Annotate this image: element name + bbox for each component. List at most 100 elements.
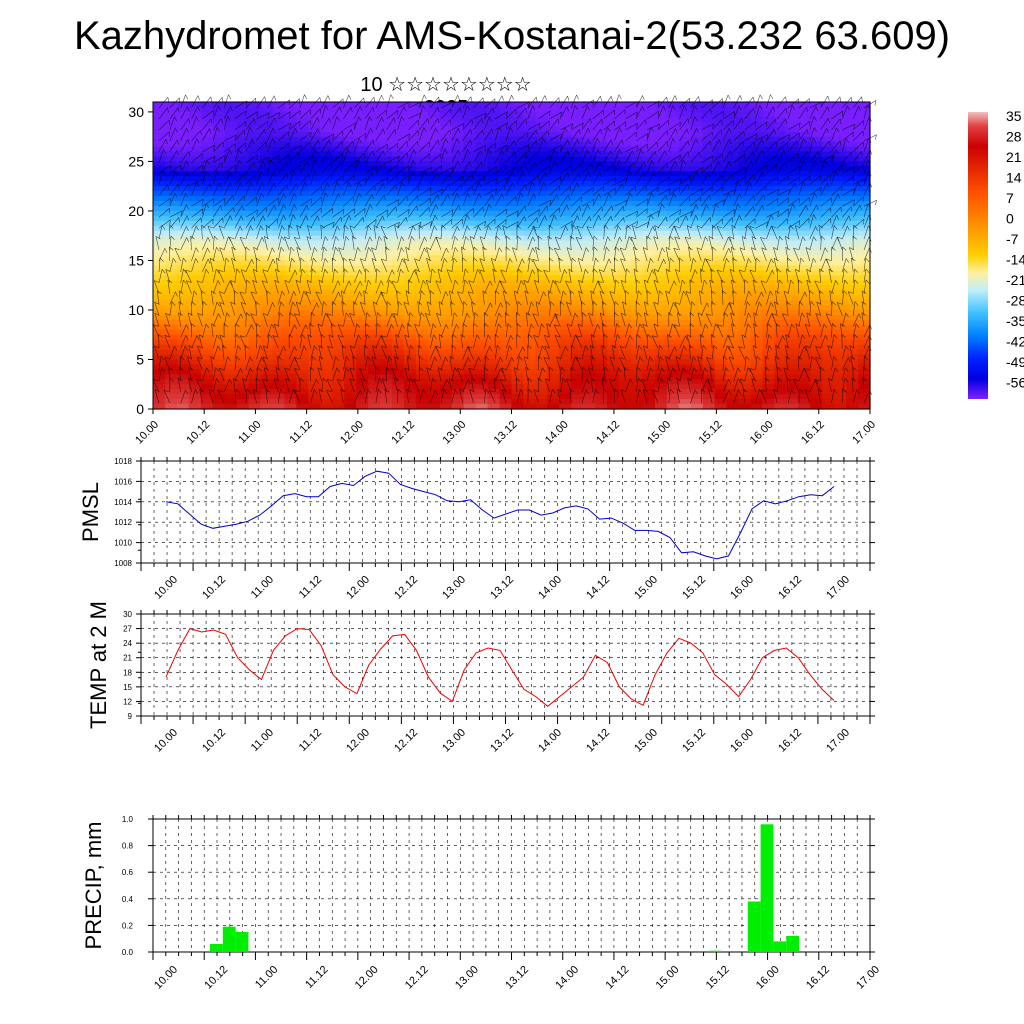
heatmap-cell — [308, 300, 321, 306]
wind-barb — [234, 142, 246, 152]
heatmap-cell — [332, 349, 345, 356]
heatmap-cell — [631, 176, 644, 182]
heatmap-cell — [224, 285, 238, 291]
heatmap-cell — [834, 240, 847, 247]
heatmap-cell — [176, 146, 190, 153]
heatmap-cell — [690, 196, 704, 202]
heatmap-cell — [834, 255, 847, 262]
heatmap-cell — [583, 399, 596, 405]
heatmap-cell — [356, 364, 369, 370]
heatmap-cell — [284, 394, 297, 400]
heatmap-cell — [559, 374, 572, 380]
wind-barb — [549, 160, 556, 174]
wind-barb-flag — [820, 187, 822, 193]
heatmap-cell — [320, 309, 333, 316]
heatmap-cell — [511, 111, 525, 118]
heatmap-cell — [320, 354, 333, 361]
heatmap-cell — [786, 201, 799, 207]
heatmap-cell — [535, 230, 548, 237]
wind-barb-flag — [759, 94, 763, 100]
wind-barb — [516, 162, 526, 174]
wind-barb-flag — [371, 194, 374, 200]
heatmap-cell — [499, 111, 513, 118]
heatmap-cell — [786, 171, 799, 177]
heatmap-cell — [415, 156, 429, 163]
heatmap-cell — [858, 205, 871, 212]
heatmap-cell — [846, 339, 859, 346]
heatmap-cell — [356, 369, 369, 375]
wind-barb-flag — [484, 113, 487, 118]
heatmap-cell — [858, 220, 871, 227]
heatmap-cell — [308, 260, 321, 266]
heatmap-cell — [738, 191, 752, 197]
heatmap-cell — [762, 121, 775, 128]
heatmap-cell — [595, 270, 608, 276]
heatmap-cell — [439, 324, 453, 331]
wind-barb — [462, 105, 468, 119]
heatmap-cell — [631, 334, 644, 341]
heatmap-cell — [810, 394, 823, 400]
heatmap-cell — [320, 349, 333, 356]
heatmap-cell — [654, 374, 668, 380]
heatmap-cell — [308, 295, 321, 301]
wind-barb — [625, 162, 635, 174]
heatmap-cell — [451, 230, 465, 237]
wind-barb-flag — [549, 199, 552, 205]
wind-barb — [386, 129, 396, 141]
heatmap-cell — [619, 171, 632, 177]
heatmap-cell — [678, 196, 692, 202]
heatmap-cell — [798, 245, 811, 252]
heatmap-cell — [774, 369, 787, 375]
heatmap-cell — [236, 116, 250, 123]
heatmap-cell — [164, 384, 178, 390]
heatmap-cell — [631, 305, 644, 311]
heatmap-cell — [822, 324, 835, 331]
wind-barb-flag — [718, 161, 721, 166]
heatmap-cell — [284, 121, 297, 128]
heatmap-cell — [368, 275, 381, 281]
heatmap-cell — [415, 265, 429, 271]
heatmap-cell — [451, 374, 465, 380]
heatmap-cell — [523, 161, 536, 167]
heatmap-cell — [858, 161, 871, 167]
heatmap-cell — [702, 102, 716, 108]
heatmap-cell — [547, 290, 560, 296]
wind-barb-flag — [450, 119, 452, 125]
heatmap-cell — [726, 186, 740, 192]
heatmap-cell — [451, 285, 465, 291]
heatmap-cell — [332, 369, 345, 375]
heatmap-cell — [786, 131, 799, 138]
heatmap-cell — [798, 196, 811, 202]
wind-barb-flag — [460, 184, 462, 190]
wind-barb-flag — [467, 193, 471, 198]
heatmap-cell — [774, 255, 787, 262]
heatmap-cell — [547, 166, 560, 172]
heatmap-cell — [822, 384, 835, 390]
heatmap-cell — [164, 295, 178, 301]
wind-barb-flag — [467, 149, 471, 155]
wind-barb — [191, 182, 198, 196]
heatmap-cell — [547, 186, 560, 192]
heatmap-cell — [750, 359, 764, 366]
heatmap-cell — [392, 374, 405, 380]
heatmap-cell — [786, 141, 799, 148]
heatmap-cell — [248, 329, 262, 336]
wind-barb-flag — [775, 119, 777, 125]
heatmap-cell — [846, 275, 859, 281]
heatmap-cell — [607, 285, 620, 291]
heatmap-cell — [571, 364, 584, 370]
heatmap-cell — [248, 314, 262, 321]
heatmap-cell — [714, 156, 728, 163]
heatmap-cell — [487, 329, 501, 336]
heatmap-cell — [535, 280, 548, 286]
heatmap-cell — [415, 270, 429, 276]
heatmap-cell — [188, 215, 202, 222]
heatmap-cell — [475, 171, 489, 177]
heatmap-cell — [427, 324, 441, 331]
heatmap-cell — [164, 171, 178, 177]
heatmap-cell — [260, 260, 274, 266]
wind-barb — [364, 116, 370, 130]
heatmap-cell — [392, 121, 405, 128]
heatmap-cell — [810, 275, 823, 281]
heatmap-cell — [236, 146, 250, 153]
